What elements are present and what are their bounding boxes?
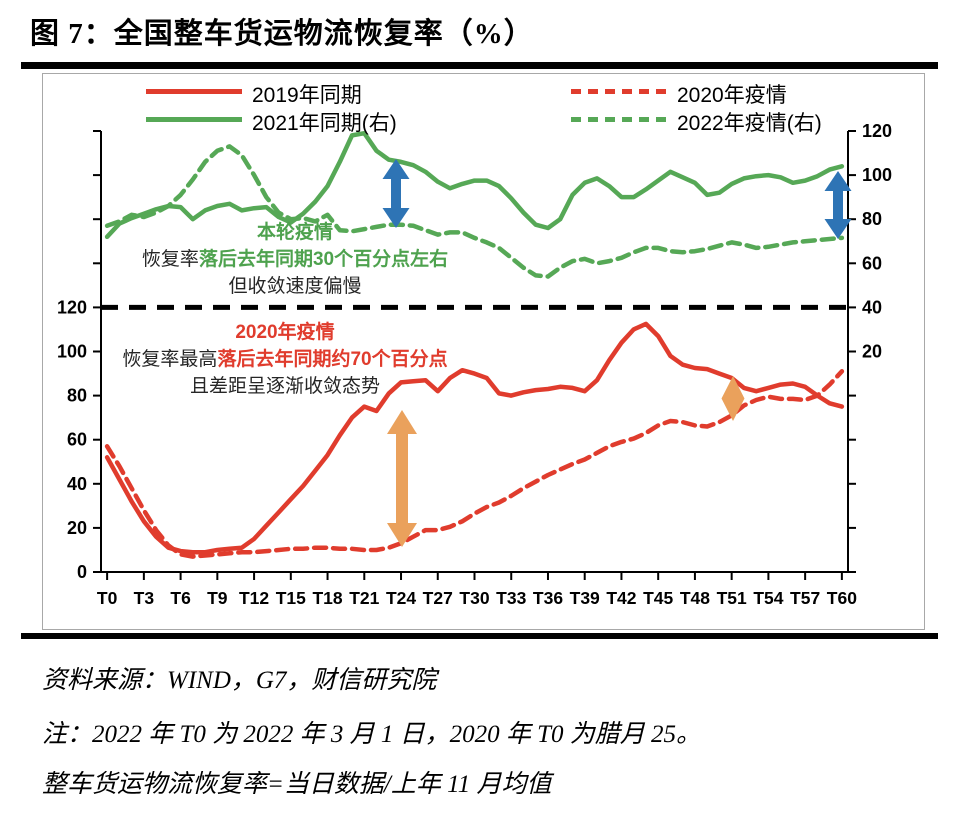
svg-text:T30: T30 (459, 588, 489, 608)
source-note: 资料来源：WIND，G7，财信研究院 (42, 667, 437, 694)
svg-text:T21: T21 (349, 588, 379, 608)
svg-text:T0: T0 (97, 588, 118, 608)
svg-text:T36: T36 (533, 588, 563, 608)
legend-label-2022: 2022年疫情(右) (677, 112, 822, 135)
svg-text:T3: T3 (134, 588, 155, 608)
svg-text:20: 20 (67, 518, 87, 538)
svg-text:40: 40 (67, 474, 87, 494)
svg-text:T54: T54 (753, 588, 783, 608)
svg-text:80: 80 (862, 209, 882, 229)
svg-text:60: 60 (862, 253, 882, 273)
annotation-2022-title: 本轮疫情 (256, 222, 333, 243)
legend-line-2021 (146, 117, 242, 122)
annotation-2022-footer: 但收敛速度偏慢 (228, 276, 362, 297)
legend-line-2019 (146, 89, 242, 94)
svg-text:40: 40 (862, 297, 882, 317)
annotation-2020-covid: 2020年疫情 恢复率最高落后去年同期约70个百分点 且差距呈逐渐收敛态势 (95, 319, 475, 400)
note-line-1: 注：2022 年 T0 为 2022 年 3 月 1 日，2020 年 T0 为… (42, 721, 702, 748)
svg-text:T24: T24 (386, 588, 416, 608)
svg-text:100: 100 (862, 165, 892, 185)
svg-text:80: 80 (67, 386, 87, 406)
annotation-2022-covid: 本轮疫情 恢复率落后去年同期30个百分点左右 但收敛速度偏慢 (105, 219, 485, 300)
svg-text:T60: T60 (827, 588, 857, 608)
svg-text:T48: T48 (680, 588, 710, 608)
legend-label-2019: 2019年同期 (252, 84, 362, 107)
svg-text:T27: T27 (423, 588, 453, 608)
svg-text:T33: T33 (496, 588, 526, 608)
legend-label-2021: 2021年同期(右) (252, 112, 397, 135)
footer-divider (21, 633, 938, 639)
legend-line-2020 (571, 89, 667, 94)
svg-text:T9: T9 (207, 588, 228, 608)
chart-container (42, 73, 925, 630)
svg-text:T39: T39 (570, 588, 600, 608)
svg-text:T6: T6 (170, 588, 191, 608)
svg-text:T18: T18 (312, 588, 342, 608)
note-line-2: 整车货运物流恢复率=当日数据/上年 11 月均值 (42, 771, 552, 798)
svg-text:0: 0 (77, 562, 87, 582)
svg-text:T57: T57 (790, 588, 820, 608)
svg-text:T42: T42 (606, 588, 636, 608)
svg-text:60: 60 (67, 430, 87, 450)
svg-text:T51: T51 (717, 588, 747, 608)
svg-text:100: 100 (57, 342, 87, 362)
annotation-2020-footer: 且差距呈逐渐收敛态势 (189, 376, 380, 397)
annotation-2020-title: 2020年疫情 (235, 322, 335, 343)
annotation-2022-body: 恢复率落后去年同期30个百分点左右 (141, 249, 449, 270)
svg-text:T45: T45 (643, 588, 673, 608)
svg-text:120: 120 (57, 297, 87, 317)
legend-label-2020: 2020年疫情 (677, 84, 787, 107)
svg-text:120: 120 (862, 121, 892, 141)
legend-line-2022 (571, 117, 667, 122)
svg-text:T12: T12 (239, 588, 269, 608)
svg-text:T15: T15 (276, 588, 306, 608)
title-divider (21, 62, 938, 69)
figure-title: 图 7：全国整车货运物流恢复率（%） (30, 18, 534, 50)
svg-text:20: 20 (862, 342, 882, 362)
annotation-2020-body: 恢复率最高落后去年同期约70个百分点 (122, 349, 448, 370)
